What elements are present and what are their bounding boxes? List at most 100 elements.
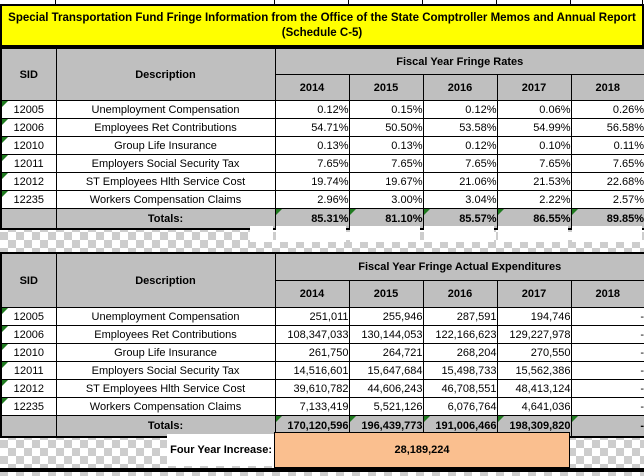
totals-value-cell[interactable]: 170,120,596 [274,415,350,438]
rate-cell[interactable]: 0.13% [348,136,424,155]
sid-cell[interactable]: 12012 [0,172,57,191]
rate-cell[interactable]: 7.65% [422,154,498,173]
year-header-2014[interactable]: 2014 [274,74,350,101]
totals-label-cell[interactable]: Totals: [55,415,276,438]
sid-cell[interactable]: 12011 [0,154,57,173]
rate-cell[interactable]: 2.96% [274,190,350,209]
amount-cell[interactable]: 251,011 [274,307,350,326]
rate-cell[interactable]: 19.67% [348,172,424,191]
four-year-increase-value-cell[interactable]: 28,189,224 [274,432,570,468]
year-header-2017[interactable]: 2017 [496,280,572,308]
totals-value-cell[interactable]: 85.31% [274,208,350,230]
rate-cell[interactable]: 0.10% [496,136,572,155]
sid-column-header[interactable]: SID [0,47,57,101]
amount-cell[interactable]: - [570,379,644,398]
year-header-2015[interactable]: 2015 [348,280,424,308]
totals-value-cell[interactable]: 86.55% [496,208,572,230]
amount-cell[interactable]: - [570,361,644,380]
sid-cell[interactable]: 12005 [0,100,57,119]
totals-value-cell[interactable]: 85.57% [422,208,498,230]
year-header-2018[interactable]: 2018 [570,74,644,101]
rate-cell[interactable]: 2.57% [570,190,644,209]
amount-cell[interactable]: 14,516,601 [274,361,350,380]
year-header-2015[interactable]: 2015 [348,74,424,101]
sid-cell[interactable]: 12011 [0,361,57,380]
description-cell[interactable]: Unemployment Compensation [55,307,276,326]
year-header-2016[interactable]: 2016 [422,280,498,308]
description-cell[interactable]: Employees Ret Contributions [55,325,276,344]
amount-cell[interactable]: 44,606,243 [348,379,424,398]
sid-cell[interactable]: 12006 [0,118,57,137]
sid-cell[interactable]: 12012 [0,379,57,398]
amount-cell[interactable]: 5,521,126 [348,397,424,416]
amount-cell[interactable]: 15,562,386 [496,361,572,380]
amount-cell[interactable]: 261,750 [274,343,350,362]
year-header-2016[interactable]: 2016 [422,74,498,101]
amount-cell[interactable]: 287,591 [422,307,498,326]
rate-cell[interactable]: 22.68% [570,172,644,191]
amount-cell[interactable]: 46,708,551 [422,379,498,398]
amount-cell[interactable]: - [570,343,644,362]
expenditures-group-header[interactable]: Fiscal Year Fringe Actual Expenditures [274,252,644,281]
amount-cell[interactable]: 6,076,764 [422,397,498,416]
rate-cell[interactable]: 0.26% [570,100,644,119]
totals-empty-cell[interactable] [0,415,57,438]
totals-value-cell[interactable]: 198,309,820 [496,415,572,438]
amount-cell[interactable]: 4,641,036 [496,397,572,416]
rate-cell[interactable]: 3.00% [348,190,424,209]
description-cell[interactable]: Employers Social Security Tax [55,154,276,173]
totals-value-cell[interactable]: 81.10% [348,208,424,230]
rate-cell[interactable]: 53.58% [422,118,498,137]
rate-cell[interactable]: 0.15% [348,100,424,119]
description-column-header[interactable]: Description [55,47,276,101]
rate-cell[interactable]: 21.53% [496,172,572,191]
description-cell[interactable]: Unemployment Compensation [55,100,276,119]
amount-cell[interactable]: 7,133,419 [274,397,350,416]
description-cell[interactable]: Employees Ret Contributions [55,118,276,137]
rate-cell[interactable]: 50.50% [348,118,424,137]
rate-cell[interactable]: 0.06% [496,100,572,119]
year-header-2018[interactable]: 2018 [570,280,644,308]
description-cell[interactable]: Group Life Insurance [55,343,276,362]
rate-cell[interactable]: 7.65% [496,154,572,173]
amount-cell[interactable]: 15,498,733 [422,361,498,380]
amount-cell[interactable]: 15,647,684 [348,361,424,380]
description-column-header[interactable]: Description [55,252,276,308]
rate-cell[interactable]: 0.12% [422,136,498,155]
amount-cell[interactable]: - [570,325,644,344]
amount-cell[interactable]: 194,746 [496,307,572,326]
amount-cell[interactable]: 270,550 [496,343,572,362]
amount-cell[interactable]: - [570,397,644,416]
rate-cell[interactable]: 19.74% [274,172,350,191]
rate-cell[interactable]: 54.99% [496,118,572,137]
sid-cell[interactable]: 12006 [0,325,57,344]
amount-cell[interactable]: 130,144,053 [348,325,424,344]
amount-cell[interactable]: 48,413,124 [496,379,572,398]
rate-cell[interactable]: 21.06% [422,172,498,191]
rate-cell[interactable]: 0.12% [422,100,498,119]
rate-cell[interactable]: 54.71% [274,118,350,137]
amount-cell[interactable]: 129,227,978 [496,325,572,344]
totals-value-cell[interactable]: 191,006,466 [422,415,498,438]
year-header-2017[interactable]: 2017 [496,74,572,101]
amount-cell[interactable]: 39,610,782 [274,379,350,398]
rate-cell[interactable]: 7.65% [274,154,350,173]
rate-cell[interactable]: 7.65% [570,154,644,173]
amount-cell[interactable]: 122,166,623 [422,325,498,344]
sid-cell[interactable]: 12235 [0,190,57,209]
rate-cell[interactable]: 0.11% [570,136,644,155]
rates-group-header[interactable]: Fiscal Year Fringe Rates [274,47,644,75]
rate-cell[interactable]: 0.13% [274,136,350,155]
totals-empty-cell[interactable] [0,208,57,230]
sid-column-header[interactable]: SID [0,252,57,308]
amount-cell[interactable]: 255,946 [348,307,424,326]
amount-cell[interactable]: 264,721 [348,343,424,362]
rate-cell[interactable]: 56.58% [570,118,644,137]
description-cell[interactable]: Group Life Insurance [55,136,276,155]
totals-value-cell[interactable]: 196,439,773 [348,415,424,438]
amount-cell[interactable]: - [570,307,644,326]
description-cell[interactable]: ST Employees Hlth Service Cost [55,172,276,191]
description-cell[interactable]: Workers Compensation Claims [55,397,276,416]
sid-cell[interactable]: 12005 [0,307,57,326]
sid-cell[interactable]: 12235 [0,397,57,416]
